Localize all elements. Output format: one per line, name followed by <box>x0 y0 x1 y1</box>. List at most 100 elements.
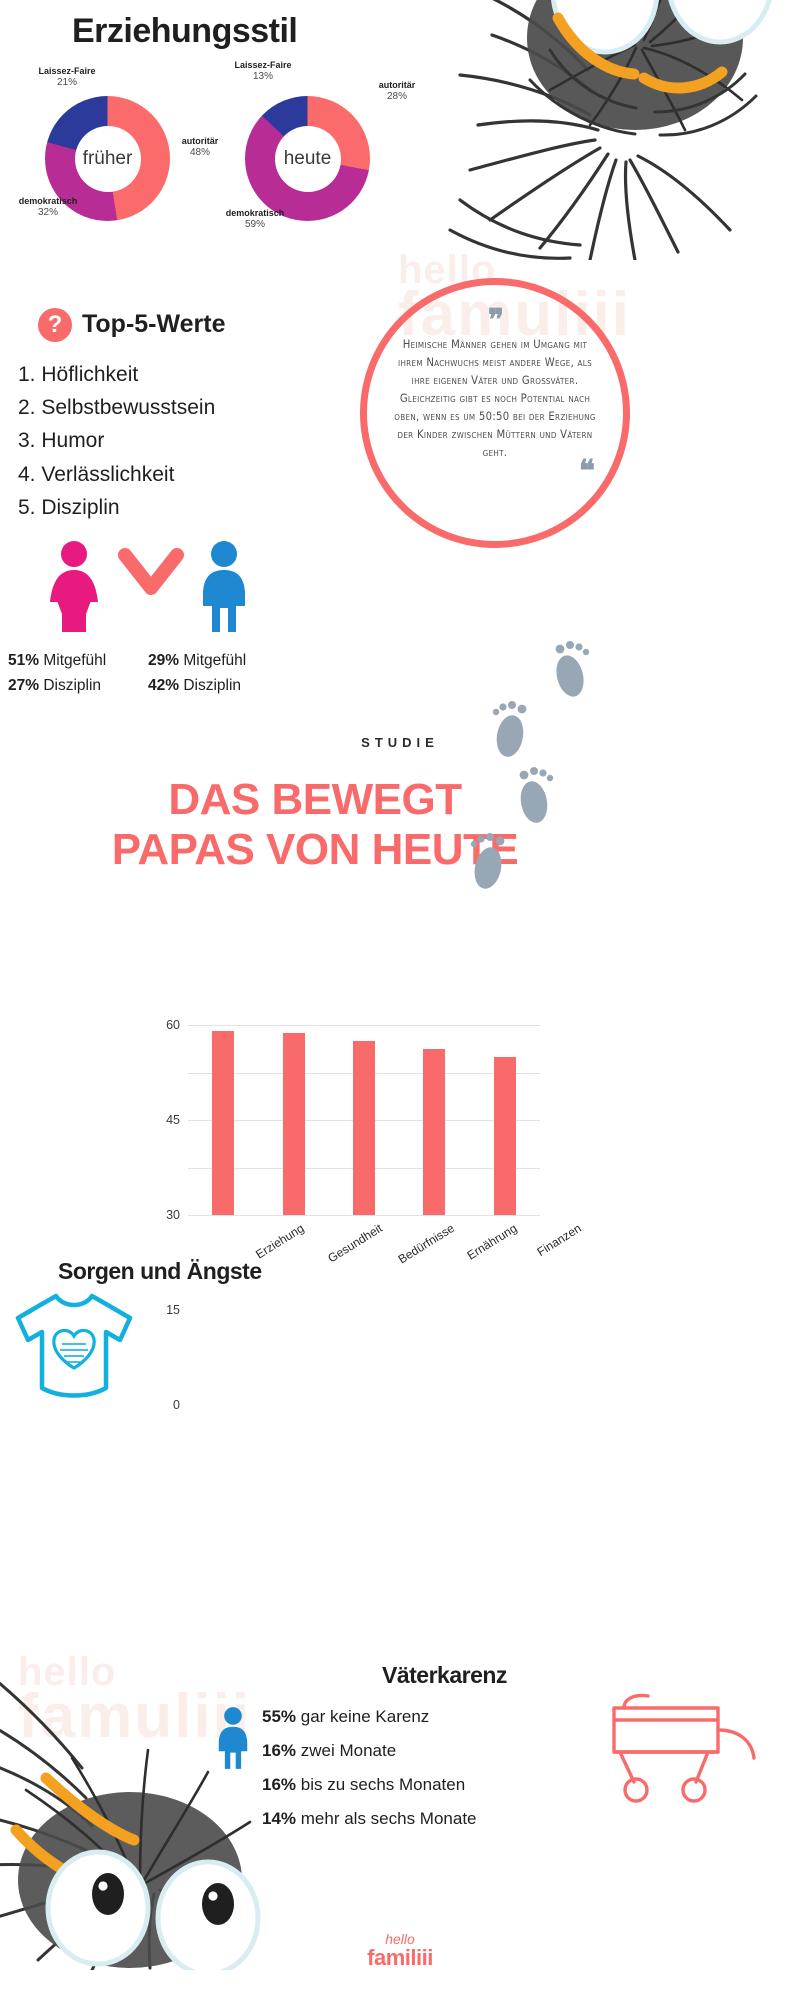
donut-label-demokratisch-frueher: demokratisch 32% <box>0 196 96 220</box>
page-title-erziehungsstil: Erziehungsstil <box>72 12 298 50</box>
kicker-studie: STUDIE <box>361 735 439 750</box>
donut-label-laissez-frueher: Laissez-Faire 21% <box>12 66 122 90</box>
label-name: autoritär <box>181 136 219 146</box>
quote-close-icon: ❝ <box>578 455 595 489</box>
bar-chart: 0 15 30 45 60 Erziehung Gesundheit Bedürfnisse E… <box>140 1018 583 1412</box>
donut-label-laissez-heute: Laissez-Faire 13% <box>208 60 318 84</box>
label-name: demokratisch <box>225 208 285 218</box>
donut-label-autoritaer-frueher: autoritär 48% <box>155 136 245 160</box>
donut-ring: heute <box>245 96 370 221</box>
donut-ring: früher <box>45 96 170 221</box>
chart-x-label: Bedürfnisse <box>395 1221 457 1267</box>
male-figure-icon <box>218 1707 248 1769</box>
vk-row: 55% gar keine Karenz <box>262 1700 477 1734</box>
logo-line1: hello <box>385 1931 415 1947</box>
stat-row: 42% Disziplin <box>148 673 246 698</box>
question-glyph: ? <box>47 311 63 338</box>
donut-chart-frueher: früher <box>45 96 170 221</box>
stat-pct: 27% <box>8 677 40 695</box>
label-value: 32% <box>37 207 58 219</box>
chart-gridline: 0 <box>173 1215 540 1412</box>
chart-x-label: Ernährung <box>464 1221 520 1263</box>
list-item: 5. Disziplin <box>18 495 120 519</box>
chart-gridline: 60 <box>166 1018 540 1032</box>
vk-label: zwei Monate <box>296 1741 397 1760</box>
chart-x-label: Erziehung <box>253 1221 307 1262</box>
footprint-icon <box>519 767 554 823</box>
label-name: autoritär <box>378 80 416 90</box>
donut-label-autoritaer-heute: autoritär 28% <box>352 80 442 104</box>
vk-label: bis zu sechs Monaten <box>296 1775 466 1794</box>
section-title-top5: Top-5-Werte <box>82 310 226 338</box>
label-name: Laissez-Faire <box>234 60 292 70</box>
baby-pram-icon <box>612 1693 756 1803</box>
question-mark-icon: ? <box>38 308 72 342</box>
chart-bar <box>423 1048 446 1215</box>
monster-face-illustration <box>448 0 772 260</box>
female-stats: 51% Mitgefühl 27% Disziplin <box>8 648 106 698</box>
donut-chart-heute: heute <box>245 96 370 221</box>
donut-center: heute <box>274 125 341 192</box>
chart-bar <box>212 1031 235 1215</box>
donut-center-label: früher <box>82 147 133 169</box>
quote-open-icon: ❞ <box>487 304 504 337</box>
logo-line2: familiii <box>367 1945 433 1970</box>
vk-pct: 16% <box>262 1775 297 1794</box>
label-name: Laissez-Faire <box>38 66 96 76</box>
monster-face-illustration <box>0 1681 261 1970</box>
stat-label: Disziplin <box>183 677 242 695</box>
label-value: 13% <box>252 71 273 83</box>
stat-row: 51% Mitgefühl <box>8 648 106 673</box>
chart-bar <box>353 1040 375 1215</box>
male-figure-icon <box>203 541 245 632</box>
stat-label: Mitgefühl <box>183 652 247 669</box>
label-name: demokratisch <box>18 196 78 206</box>
chart-y-tick: 60 <box>166 1018 180 1032</box>
chart-y-tick: 15 <box>166 1303 180 1317</box>
vk-row: 14% mehr als sechs Monate <box>262 1802 477 1836</box>
brand-logo: hello familiii <box>0 1932 800 1969</box>
label-value: 21% <box>56 77 77 89</box>
female-figure-icon <box>50 541 98 632</box>
heart-arrow-icon <box>118 548 184 595</box>
vk-pct: 14% <box>262 1809 297 1828</box>
donut-center-label: heute <box>283 147 332 169</box>
stat-row: 27% Disziplin <box>8 673 106 698</box>
vaeterkarenz-list: 55% gar keine Karenz 16% zwei Monate 16% b… <box>262 1700 477 1836</box>
stat-pct: 42% <box>148 677 180 695</box>
label-value: 59% <box>244 219 265 231</box>
baby-onesie-icon <box>15 1293 133 1398</box>
stat-pct: 29% <box>148 652 180 669</box>
footprint-icon <box>470 833 505 889</box>
male-stats: 29% Mitgefühl 42% Disziplin <box>148 648 246 698</box>
list-item: 3. Humor <box>18 429 105 453</box>
donut-center: früher <box>74 125 141 192</box>
stat-row: 29% Mitgefühl <box>148 648 246 673</box>
footprint-icon <box>555 641 590 697</box>
chart-y-tick: 45 <box>166 1113 180 1127</box>
chart-bar <box>493 1056 516 1215</box>
label-value: 48% <box>189 147 210 159</box>
top5-values-list: 1. Höflichkeit 2. Selbstbewusstsein 3. H… <box>18 358 348 524</box>
list-item: 1. Höflichkeit <box>18 363 139 386</box>
donut-label-demokratisch-heute: demokratisch 59% <box>200 208 310 232</box>
chart-y-tick: 0 <box>173 1398 180 1412</box>
chart-x-label: Finanzen <box>534 1221 584 1260</box>
hero-title: DAS BEWEGT PAPAS VON HEUTE <box>111 775 519 874</box>
list-item: 4. Verlässlichkeit <box>18 462 175 486</box>
stat-label: Disziplin <box>43 677 102 695</box>
vk-pct: 55% <box>262 1707 297 1726</box>
chart-plot-area: 0 15 30 45 60 Erziehung Gesundheit Bedürfnisse E… <box>166 1018 583 1412</box>
vk-pct: 16% <box>262 1741 297 1760</box>
footprint-icon <box>492 701 527 757</box>
quote-text: Heimische Männer gehen im Umgang mit ihr… <box>394 337 596 460</box>
section-title-vaeterkarenz: Väterkarenz <box>382 1662 507 1688</box>
label-value: 28% <box>386 91 407 103</box>
chart-bar <box>282 1032 305 1215</box>
vk-row: 16% bis zu sechs Monaten <box>262 1768 477 1802</box>
stat-pct: 51% <box>8 652 40 669</box>
stat-label: Mitgefühl <box>43 652 107 669</box>
vk-row: 16% zwei Monate <box>262 1734 477 1768</box>
vk-label: mehr als sechs Monate <box>296 1809 477 1828</box>
